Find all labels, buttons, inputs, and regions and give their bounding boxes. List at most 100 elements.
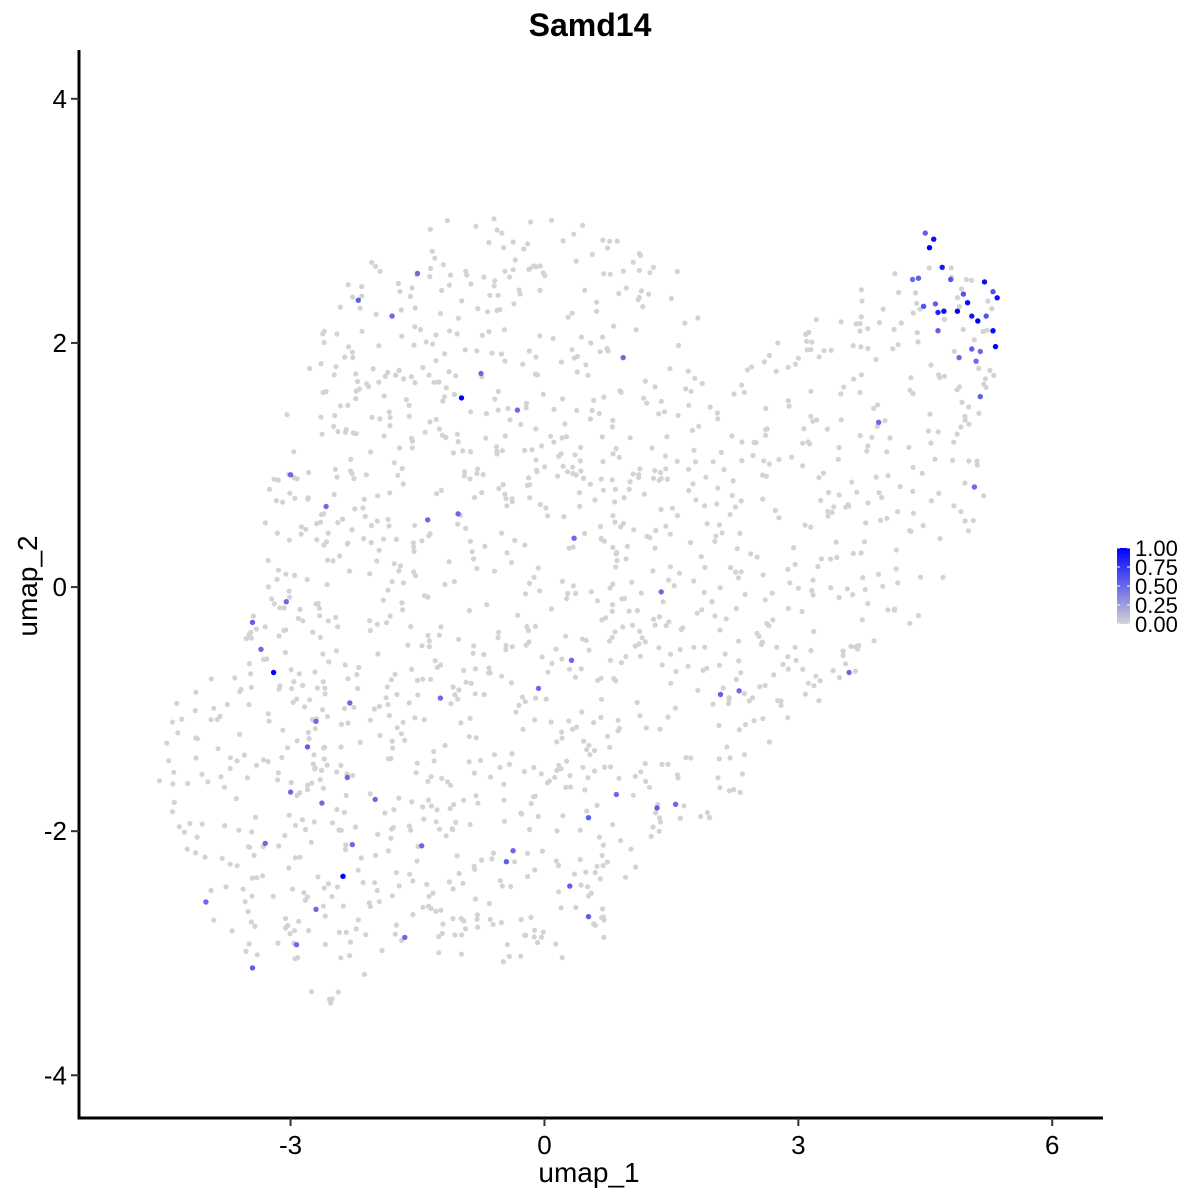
cell-point [532,717,538,723]
cell-point [714,410,721,416]
cell-point [801,426,807,432]
cell-point [426,893,432,899]
cell-point [971,337,977,343]
cell-point [799,608,805,615]
cell-point [503,647,509,653]
cell-point [878,517,884,524]
cell-point [838,319,844,325]
cell-point [763,405,769,412]
cell-point [345,540,351,546]
cell-point [626,608,632,614]
cell-point [549,217,555,223]
cell-point [528,219,534,225]
cell-point [618,524,624,530]
cell-point [739,771,746,777]
cell-point [367,791,373,797]
cell-point [318,519,324,525]
cell-point [486,240,492,246]
cell-point [928,440,934,446]
cell-point [282,833,288,839]
cell-point [591,397,597,403]
cell-point [303,526,309,532]
cell-point [399,465,405,472]
cell-point [865,500,871,506]
cell-point [518,953,524,959]
cell-point [376,899,382,905]
cell-point [836,492,842,498]
cell-point [531,794,537,800]
cell-point [646,291,652,297]
cell-point [324,582,330,588]
cell-point [690,481,696,487]
cell-point [306,736,312,742]
cell-point [726,788,733,794]
expressing-cell-point [349,841,355,848]
cell-point [760,496,766,502]
cell-point [598,696,605,702]
cell-point [472,896,478,902]
legend-label: 0.50 [1135,574,1178,599]
cell-point [582,287,588,293]
cell-point [716,756,722,762]
cell-point [634,699,640,706]
cell-point [467,715,473,722]
cell-point [426,533,432,539]
cell-point [281,627,287,634]
cell-point [192,708,198,714]
cell-point [349,527,355,533]
cell-point [816,698,822,704]
cell-point [702,564,708,571]
cell-point [417,327,424,333]
cell-point [379,947,385,954]
cell-point [374,887,380,894]
cell-point [439,930,445,937]
cell-point [572,452,578,458]
expressing-cell-point [270,669,277,676]
cell-point [751,718,757,724]
cell-point [367,627,373,634]
cell-point [738,670,744,676]
cell-point [482,543,488,550]
cell-point [559,955,565,961]
cell-point [954,295,961,301]
cell-point [612,519,618,525]
cell-point [399,333,405,339]
cell-point [540,929,546,935]
cell-point [942,373,948,379]
cell-point [527,495,533,501]
cell-point [569,347,575,353]
cell-point [388,677,394,683]
cell-point [438,487,444,493]
cell-point [540,391,546,397]
cell-point [337,553,343,559]
cell-point [511,301,517,307]
cell-point [251,852,257,859]
cell-point [643,725,649,731]
cell-point [589,251,595,258]
cell-point [862,587,868,593]
cell-point [658,506,664,513]
cell-point [313,601,319,607]
cell-point [285,745,291,751]
cell-point [325,618,331,624]
cell-point [412,380,418,386]
cell-point [580,475,587,481]
cell-point [981,493,987,499]
cell-point [501,245,507,251]
cell-point [473,735,479,741]
cell-point [614,549,620,555]
expressing-cell-point [262,840,268,847]
cell-point [542,464,548,470]
cell-point [298,531,304,537]
cell-point [519,694,526,700]
expressing-cell-point [990,289,996,295]
cell-point [554,767,560,774]
cell-point [491,283,497,289]
cell-point [552,774,558,781]
expressing-cell-point [455,511,461,517]
cell-point [318,361,324,367]
expressing-cell-point [355,297,361,303]
cell-point [766,623,772,629]
cell-point [208,676,214,682]
cell-point [407,871,413,877]
